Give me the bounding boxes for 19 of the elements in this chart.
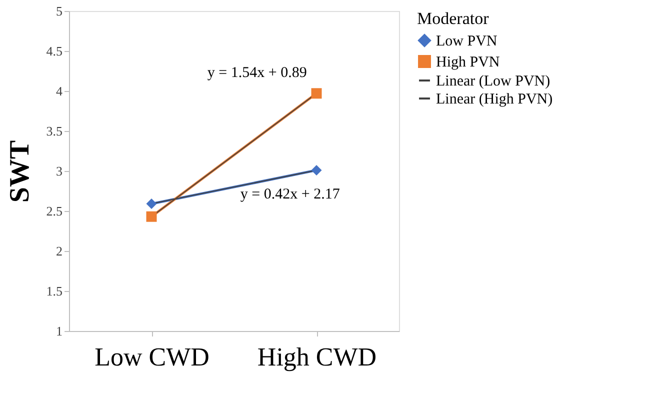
annotation: y = 1.54x + 0.89: [207, 64, 307, 81]
y-tick-label: 5: [56, 4, 62, 18]
legend-label: Low PVN: [436, 34, 498, 50]
y-tick-label: 4: [56, 84, 63, 98]
y-tick-label: 1.5: [46, 284, 62, 298]
y-tick-label: 3: [56, 164, 62, 178]
legend-label: Linear (Low PVN): [436, 74, 550, 90]
y-tick-label: 3.5: [46, 124, 62, 138]
x-tick-label: Low CWD: [94, 342, 210, 372]
y-tick-label: 1: [56, 324, 62, 338]
legend-label: High PVN: [436, 54, 500, 70]
legend-label: Linear (High PVN): [436, 92, 553, 108]
y-tick-label: 2.5: [46, 204, 62, 218]
y-tick-label: 4.5: [46, 44, 62, 58]
y-tick-label: 2: [56, 244, 62, 258]
y-axis-title: SWT: [4, 140, 36, 203]
x-tick-label: High CWD: [257, 342, 377, 372]
annotation: y = 0.42x + 2.17: [240, 186, 340, 202]
legend-title: Moderator: [417, 9, 490, 28]
